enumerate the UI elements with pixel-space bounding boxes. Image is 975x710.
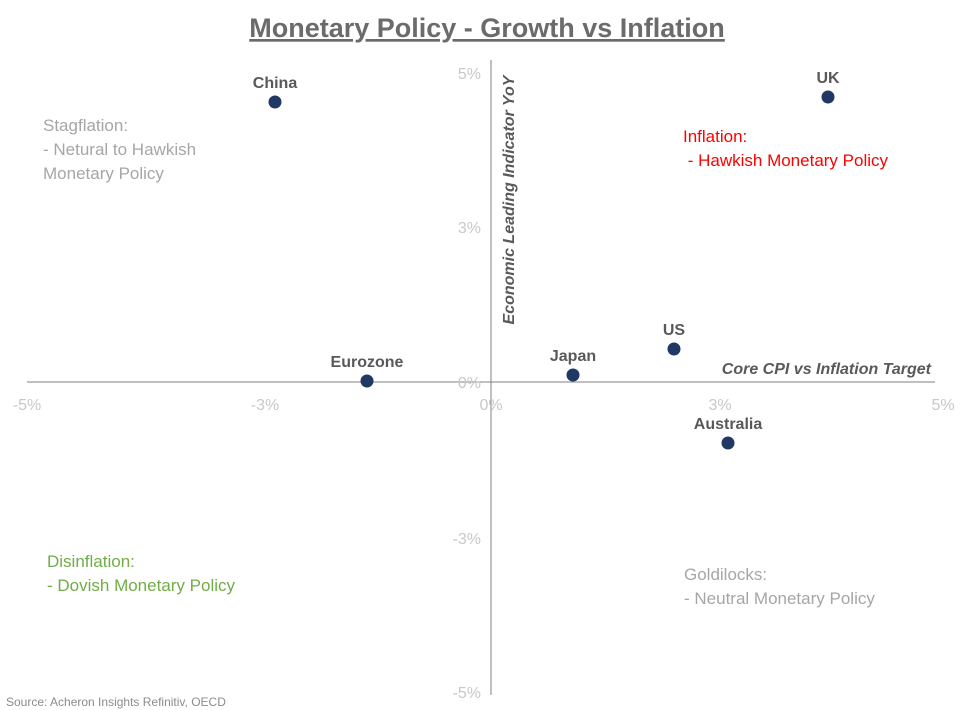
y-tick-label: -5% [453, 685, 481, 702]
annotation-disinflation: Disinflation: - Dovish Monetary Policy [47, 552, 236, 595]
x-tick-label: -3% [251, 397, 279, 414]
point-label-australia: Australia [694, 416, 763, 433]
y-tick-label: -3% [453, 531, 481, 548]
point-uk [821, 90, 835, 104]
annotation-goldilocks: Goldilocks: - Neutral Monetary Policy [684, 565, 875, 608]
x-tick-label: 5% [931, 397, 954, 414]
x-tick-label: -5% [13, 397, 41, 414]
point-australia [721, 436, 735, 450]
annotation-line: Stagflation: [43, 116, 128, 135]
annotation-line: Goldilocks: [684, 565, 767, 584]
annotation-line: Disinflation: [47, 552, 135, 571]
point-label-uk: UK [816, 70, 840, 87]
annotation-line: Inflation: [683, 127, 747, 146]
source-note: Source: Acheron Insights Refinitiv, OECD [6, 695, 226, 709]
annotation-line: - Neutral Monetary Policy [684, 589, 875, 608]
point-china [268, 95, 282, 109]
y-tick-label: 0% [458, 375, 481, 392]
annotation-inflation: Inflation: - Hawkish Monetary Policy [683, 127, 889, 170]
point-japan [566, 368, 580, 382]
annotation-stagflation: Stagflation: - Netural to Hawkish Monetary… [43, 116, 196, 183]
point-label-japan: Japan [550, 348, 596, 365]
y-tick-label: 3% [458, 220, 481, 237]
chart-title: Monetary Policy - Growth vs Inflation [249, 13, 725, 43]
annotation-line: Monetary Policy [43, 164, 164, 183]
annotation-line: - Dovish Monetary Policy [47, 576, 236, 595]
x-tick-label: 3% [708, 397, 731, 414]
x-axis-label: Core CPI vs Inflation Target [722, 361, 932, 378]
annotation-line: - Netural to Hawkish [43, 140, 196, 159]
point-us [667, 342, 681, 356]
point-eurozone [360, 374, 374, 388]
y-axis-label: Economic Leading Indicator YoY [501, 74, 518, 324]
x-tick-label: 0% [479, 397, 502, 414]
point-label-eurozone: Eurozone [331, 354, 404, 371]
point-label-us: US [663, 322, 686, 339]
annotation-line: - Hawkish Monetary Policy [683, 151, 889, 170]
y-tick-label: 5% [458, 66, 481, 83]
point-label-china: China [253, 75, 298, 92]
